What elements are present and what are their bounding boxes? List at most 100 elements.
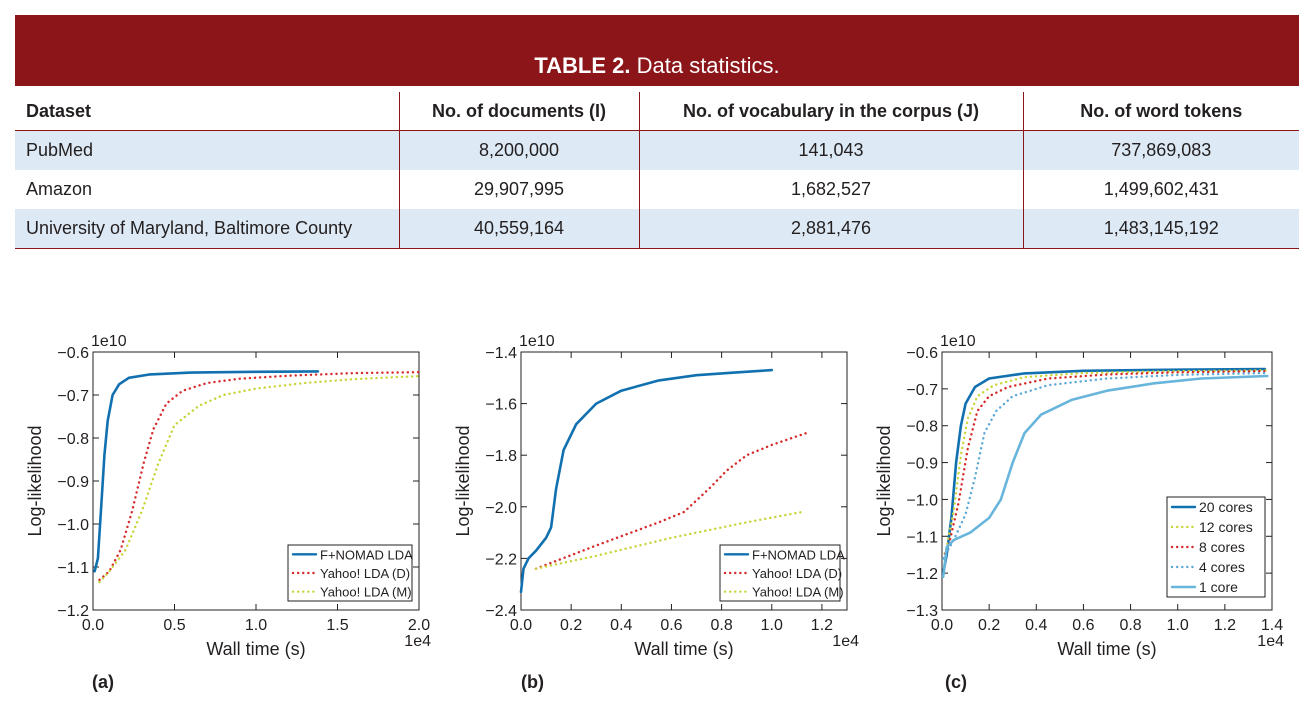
panel-label-a: (a) (92, 672, 114, 692)
series-line (93, 370, 320, 573)
x-tick-label: 1.0 (245, 617, 267, 634)
legend-label: 4 cores (1199, 559, 1245, 575)
panel-label-b: (b) (521, 672, 544, 692)
legend-label: 1 core (1199, 579, 1238, 595)
chart-c: 0.0 0.2 0.4 0.6 0.8 1.0 1.2 1.4 −0.6 −0.7 −0.8 −0.9… (874, 333, 1284, 659)
legend-label: 12 cores (1199, 519, 1253, 535)
series-line (534, 510, 804, 570)
x-scale-label: 1e4 (404, 633, 431, 650)
x-tick-label: 1.4 (1261, 617, 1283, 634)
y-tick-label: −0.9 (906, 456, 938, 473)
table-row: Amazon 29,907,995 1,682,527 1,499,602,43… (15, 170, 1299, 209)
series-line (941, 374, 1269, 579)
x-tick-label: 0.5 (163, 617, 185, 634)
x-tick-label: 0.4 (1025, 617, 1047, 634)
x-axis-label: Wall time (s) (206, 639, 305, 659)
series-line (942, 370, 1269, 560)
y-axis-label: Log-likelihood (453, 425, 473, 536)
x-tick-label: 1.2 (1214, 617, 1236, 634)
x-tick-label: 0.0 (82, 617, 104, 634)
x-tick-label: 0.0 (931, 617, 953, 634)
series-line (942, 369, 1269, 560)
y-tick-label: −0.9 (57, 474, 89, 491)
cell-vocabulary: 141,043 (638, 130, 1023, 170)
table-row: PubMed 8,200,000 141,043 737,869,083 (15, 130, 1299, 170)
plot-frame (941, 351, 1273, 611)
y-tick-label: −2.2 (485, 551, 517, 568)
legend-label: Yahoo! LDA (D) (752, 566, 842, 581)
y-tick-label: −2.0 (485, 500, 517, 517)
x-tick-label: 0.8 (710, 617, 732, 634)
cell-word-tokens: 1,499,602,431 (1022, 170, 1299, 209)
x-scale-label: 1e4 (832, 633, 859, 650)
y-tick-label: −1.3 (906, 603, 938, 620)
y-scale-label: 1e10 (91, 333, 127, 350)
cell-vocabulary: 2,881,476 (638, 209, 1023, 249)
y-tick-label: −1.6 (485, 397, 517, 414)
y-tick-label: −0.8 (57, 431, 89, 448)
y-tick-label: −2.4 (485, 603, 517, 620)
chart-a: 0.0 0.5 1.0 1.5 2.0 −0.6 −0.7 −0.8 −0.9 −1.0 −1.1 −… (25, 333, 431, 659)
x-tick-label: 0.4 (610, 617, 632, 634)
x-tick-label: 1.5 (326, 617, 348, 634)
legend-label: F+NOMAD LDA (320, 547, 413, 562)
x-axis-label: Wall time (s) (1057, 639, 1156, 659)
data-statistics-table: Dataset No. of documents (I) No. of voca… (15, 92, 1299, 249)
header-vocabulary: No. of vocabulary in the corpus (J) (638, 92, 1023, 131)
chart-panel-a: 0.0 0.5 1.0 1.5 2.0 −0.6 −0.7 −0.8 −0.9 −1.0 −1.1 −… (20, 325, 440, 695)
x-tick-label: 2.0 (408, 617, 430, 634)
table-caption-number: TABLE 2. (534, 53, 631, 78)
header-dataset: Dataset (15, 92, 399, 131)
cell-dataset: University of Maryland, Baltimore County (15, 209, 399, 249)
panel-label-c: (c) (945, 672, 967, 692)
y-tick-label: −0.7 (57, 388, 89, 405)
cell-documents: 29,907,995 (398, 170, 639, 209)
cell-documents: 8,200,000 (398, 130, 639, 170)
y-tick-label: −0.8 (906, 419, 938, 436)
cell-dataset: Amazon (26, 179, 93, 199)
x-tick-label: 0.6 (1072, 617, 1094, 634)
y-tick-label: −0.7 (906, 382, 938, 399)
y-axis-label: Log-likelihood (25, 425, 45, 536)
y-tick-label: −1.2 (57, 603, 89, 620)
chart-b: 0.0 0.2 0.4 0.6 0.8 1.0 1.2 −1.4 −1.6 −1.8 −2.0 −2.… (453, 333, 859, 659)
chart-panel-c: 0.0 0.2 0.4 0.6 0.8 1.0 1.2 1.4 −0.6 −0.7 −0.8 −0.9… (860, 325, 1300, 695)
x-axis-label: Wall time (s) (634, 639, 733, 659)
cell-vocabulary: 1,682,527 (638, 170, 1023, 209)
y-scale-label: 1e10 (519, 333, 555, 350)
x-tick-label: 1.0 (761, 617, 783, 634)
table-caption: TABLE 2. Data statistics. (15, 53, 1299, 79)
chart-panel-b: 0.0 0.2 0.4 0.6 0.8 1.0 1.2 −1.4 −1.6 −1.8 −2.0 −2.… (443, 325, 863, 695)
table-row: University of Maryland, Baltimore County… (15, 209, 1299, 249)
y-axis-label: Log-likelihood (874, 425, 894, 536)
cell-word-tokens: 1,483,145,192 (1022, 209, 1299, 249)
table-caption-text: Data statistics. (630, 53, 780, 78)
x-tick-label: 1.2 (811, 617, 833, 634)
series-line (942, 371, 1269, 560)
table-banner: TABLE 2. Data statistics. (15, 15, 1299, 86)
legend-label: F+NOMAD LDA (752, 547, 845, 562)
x-tick-label: 0.2 (560, 617, 582, 634)
plot-frame (520, 351, 848, 611)
legend-label: Yahoo! LDA (M) (320, 585, 412, 600)
y-tick-label: −1.0 (906, 492, 938, 509)
y-tick-label: −1.4 (485, 345, 517, 362)
x-tick-label: 0.6 (660, 617, 682, 634)
legend-label: Yahoo! LDA (D) (320, 566, 410, 581)
y-tick-label: −0.6 (57, 345, 89, 362)
y-scale-label: 1e10 (940, 333, 976, 350)
x-tick-label: 0.8 (1119, 617, 1141, 634)
y-tick-label: −1.8 (485, 448, 517, 465)
cell-dataset: PubMed (15, 130, 399, 170)
y-tick-label: −1.1 (906, 529, 938, 546)
header-word-tokens: No. of word tokens (1022, 92, 1299, 131)
y-tick-label: −1.2 (906, 566, 938, 583)
header-documents: No. of documents (I) (398, 92, 639, 131)
x-scale-label: 1e4 (1257, 633, 1284, 650)
series-line (534, 430, 811, 570)
x-tick-label: 0.2 (978, 617, 1000, 634)
legend-label: 20 cores (1199, 499, 1253, 515)
cell-word-tokens: 737,869,083 (1022, 130, 1299, 170)
table-header-row: Dataset No. of documents (I) No. of voca… (15, 92, 1299, 131)
x-tick-label: 0.0 (510, 617, 532, 634)
